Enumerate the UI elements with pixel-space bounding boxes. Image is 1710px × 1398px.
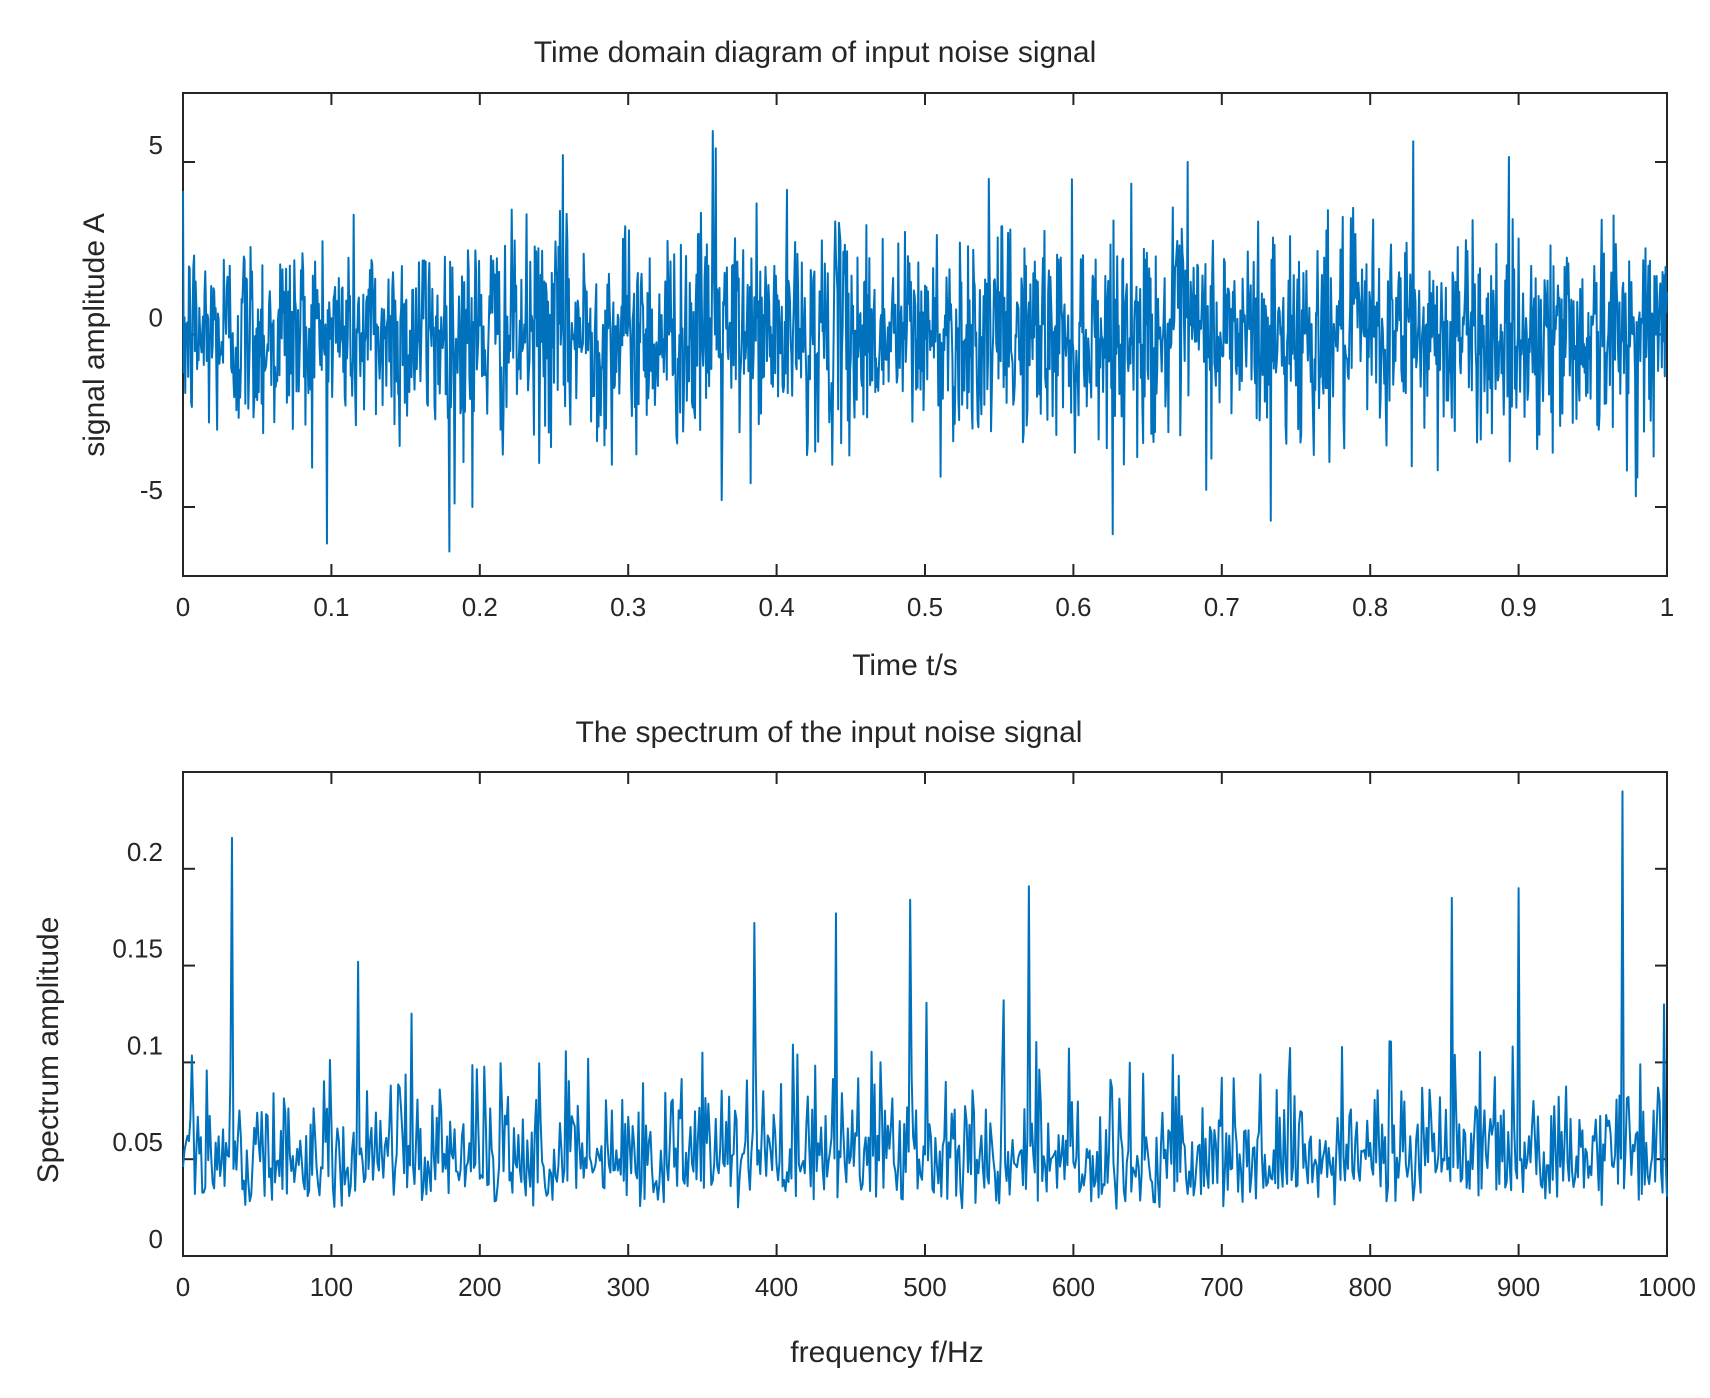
spectrum-xtick-label: 500 [903,1272,946,1302]
spectrum-plot-frame [182,771,1668,1257]
time-series-line [182,129,1668,553]
spectrum-xtick-label: 100 [310,1272,353,1302]
spectrum-ytick-label: 0 [149,1224,163,1254]
time-plot-ticks: 0 0.1 0.2 0.3 0.4 0.5 0.6 0.7 0.8 0.9 1 -5 0 5 [140,93,1674,622]
time-plot-ylabel: signal amplitude A [78,213,111,457]
spectrum-series-line [182,790,1668,1210]
spectrum-xtick-label: 600 [1052,1272,1095,1302]
spectrum-ytick-label: 0.05 [112,1127,163,1157]
time-xtick-label: 0.4 [759,592,795,622]
time-xtick-label: 0.9 [1501,592,1537,622]
time-ytick-label: 5 [149,130,163,160]
spectrum-xtick-label: 900 [1497,1272,1540,1302]
time-xtick-label: 0.6 [1055,592,1091,622]
spectrum-xtick-label: 300 [607,1272,650,1302]
time-plot-series [182,129,1668,553]
spectrum-xtick-label: 700 [1200,1272,1243,1302]
spectrum-xtick-label: 400 [755,1272,798,1302]
spectrum-plot: The spectrum of the input noise signal 0… [32,716,1696,1369]
time-xtick-label: 0.7 [1204,592,1240,622]
spectrum-plot-series [182,790,1668,1210]
spectrum-plot-title: The spectrum of the input noise signal [576,716,1083,749]
time-plot-title: Time domain diagram of input noise signa… [534,36,1097,69]
spectrum-plot-xlabel: frequency f/Hz [790,1336,983,1369]
time-xtick-label: 0.3 [610,592,646,622]
time-domain-plot: Time domain diagram of input noise signa… [78,36,1674,682]
spectrum-xtick-label: 800 [1349,1272,1392,1302]
spectrum-ytick-label: 0.1 [127,1030,163,1060]
spectrum-xtick-label: 0 [176,1272,190,1302]
time-xtick-label: 0.2 [462,592,498,622]
spectrum-plot-ylabel: Spectrum amplitude [32,917,65,1184]
time-ytick-label: -5 [140,475,163,505]
time-xtick-label: 0.8 [1352,592,1388,622]
time-ytick-label: 0 [149,303,163,333]
spectrum-ytick-label: 0.15 [112,934,163,964]
spectrum-xtick-label: 200 [458,1272,501,1302]
time-xtick-label: 0.5 [907,592,943,622]
time-xtick-label: 0.1 [313,592,349,622]
spectrum-ytick-label: 0.2 [127,837,163,867]
spectrum-plot-ticks: 0 100 200 300 400 500 600 700 800 900 1000 0 0.05 0.1… [112,772,1696,1302]
spectrum-xtick-label: 1000 [1638,1272,1696,1302]
time-xtick-label: 0 [176,592,190,622]
time-plot-xlabel: Time t/s [852,649,958,682]
time-xtick-label: 1 [1660,592,1674,622]
